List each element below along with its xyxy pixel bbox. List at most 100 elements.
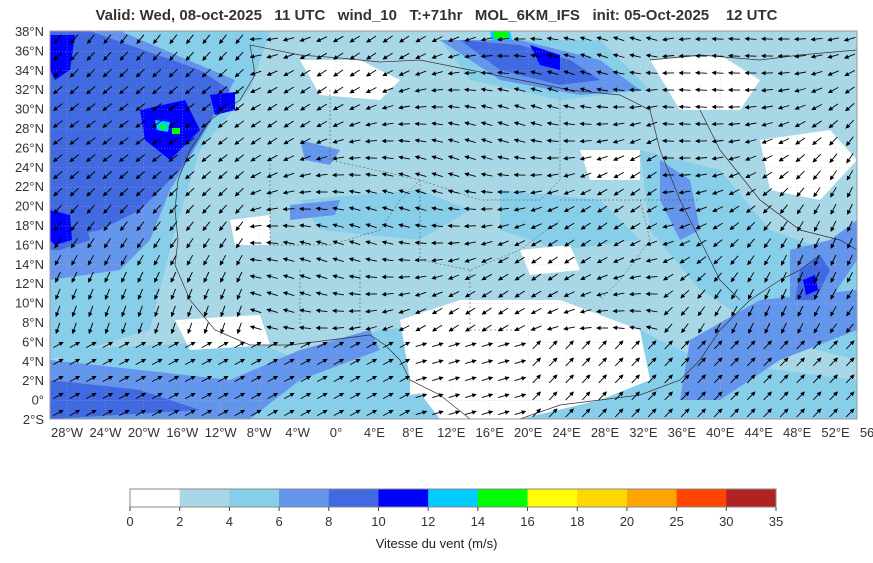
- wind-arrow-head: [315, 240, 321, 245]
- wind-arrow-head: [497, 258, 503, 264]
- wind-arrow-head: [236, 294, 241, 301]
- wind-arrow-head: [151, 157, 157, 163]
- wind-arrow-head: [240, 409, 246, 415]
- wind-arrow-head: [463, 223, 469, 229]
- wind-arrow-head: [141, 375, 147, 381]
- wind-arrow-head: [628, 104, 634, 110]
- wind-arrow-head: [552, 391, 558, 397]
- wind-arrow-head: [298, 325, 304, 331]
- wind-arrow-head: [124, 358, 130, 364]
- wind-arrow-head: [124, 392, 130, 398]
- wind-arrow-head: [684, 374, 690, 380]
- wind-arrow-head: [266, 257, 272, 262]
- wind-arrow-head: [240, 341, 246, 347]
- wind-arrow-head: [661, 172, 667, 178]
- wind-arrow-head: [348, 189, 354, 194]
- wind-arrow-head: [536, 408, 542, 414]
- wind-arrow-head: [847, 192, 852, 198]
- wind-arrow-head: [748, 311, 753, 317]
- wind-arrow-head: [471, 393, 477, 398]
- wind-arrow-head: [797, 277, 802, 283]
- wind-arrow-head: [273, 358, 279, 364]
- wind-arrow-head: [833, 357, 839, 363]
- colorbar-swatch: [726, 489, 777, 507]
- wind-arrow-head: [547, 207, 553, 212]
- wind-arrow-head: [645, 258, 651, 263]
- wind-arrow-head: [54, 243, 59, 249]
- wind-arrow-head: [816, 357, 822, 363]
- wind-arrow-head: [711, 70, 717, 76]
- wind-arrow-head: [764, 311, 769, 317]
- wind-arrow-head: [728, 156, 734, 161]
- wind-arrow-head: [415, 38, 421, 43]
- wind-arrow-head: [481, 310, 487, 315]
- wind-arrow-head: [236, 260, 241, 266]
- wind-arrow-head: [635, 357, 641, 363]
- wind-arrow-head: [455, 342, 461, 347]
- wind-arrow-head: [70, 55, 75, 61]
- wind-arrow-head: [580, 275, 586, 280]
- wind-arrow-head: [531, 276, 537, 281]
- wind-arrow-head: [283, 106, 289, 111]
- wind-arrow-head: [174, 392, 180, 398]
- wind-arrow-head: [234, 106, 240, 112]
- wind-arrow-head: [135, 157, 141, 163]
- wind-arrow-head: [283, 89, 289, 94]
- wind-arrow-head: [678, 121, 684, 127]
- wind-arrow-head: [299, 54, 305, 59]
- wind-arrow-head: [778, 174, 785, 180]
- lat-label: 18°N: [15, 218, 44, 233]
- wind-arrow-head: [530, 190, 536, 195]
- wind-arrow-head: [282, 257, 288, 262]
- wind-arrow-head: [463, 70, 469, 76]
- wind-arrow-head: [154, 277, 159, 283]
- wind-arrow-head: [381, 274, 387, 280]
- wind-arrow-head: [331, 325, 337, 331]
- wind-arrow-head: [249, 257, 255, 262]
- wind-arrow-head: [618, 357, 624, 363]
- wind-arrow-head: [88, 329, 93, 335]
- wind-arrow-head: [794, 122, 800, 128]
- lon-label: 36°E: [668, 425, 697, 440]
- wind-arrow-head: [170, 312, 175, 318]
- wind-arrow-head: [496, 207, 502, 212]
- wind-arrow-head: [681, 328, 686, 334]
- wind-arrow-head: [746, 242, 752, 248]
- wind-arrow-head: [217, 106, 223, 112]
- longitude-labels: 28°W 24°W 20°W 16°W 12°W 8°W 4°W 0° 4°E 8°E 12°E 16…: [51, 425, 873, 440]
- wind-arrow-head: [447, 223, 453, 229]
- wind-arrow-head: [102, 89, 108, 95]
- wind-arrow-head: [814, 277, 819, 283]
- wind-arrow-head: [830, 209, 835, 215]
- wind-arrow-head: [744, 156, 751, 161]
- wind-arrow-head: [169, 243, 175, 249]
- wind-arrow-head: [847, 209, 852, 215]
- wind-arrow-head: [250, 157, 256, 162]
- wind-arrow-head: [282, 206, 288, 212]
- lon-label: 44°E: [745, 425, 774, 440]
- wind-arrow-head: [430, 240, 436, 246]
- wind-arrow-head: [71, 260, 76, 266]
- wind-arrow-head: [201, 174, 207, 180]
- wind-arrow-head: [431, 71, 437, 76]
- wind-arrow-head: [121, 312, 126, 318]
- wind-arrow-head: [497, 276, 504, 281]
- wind-arrow-head: [207, 341, 213, 347]
- wind-arrow-head: [618, 391, 624, 397]
- wind-arrow-head: [349, 38, 355, 43]
- wind-arrow-head: [546, 87, 552, 92]
- lat-label: 16°N: [15, 237, 44, 252]
- wind-arrow-head: [102, 72, 108, 78]
- wind-arrow-head: [220, 294, 225, 301]
- wind-arrow-head: [530, 87, 536, 92]
- wind-arrow-head: [563, 225, 570, 230]
- wind-arrow-head: [299, 257, 305, 262]
- wind-arrow-head: [118, 157, 124, 163]
- wind-arrow-head: [814, 294, 819, 300]
- wind-arrow-head: [299, 274, 305, 279]
- wind-arrow-head: [711, 121, 717, 127]
- wind-arrow-head: [767, 408, 773, 414]
- wind-arrow-head: [794, 105, 800, 110]
- wind-arrow-head: [306, 375, 312, 381]
